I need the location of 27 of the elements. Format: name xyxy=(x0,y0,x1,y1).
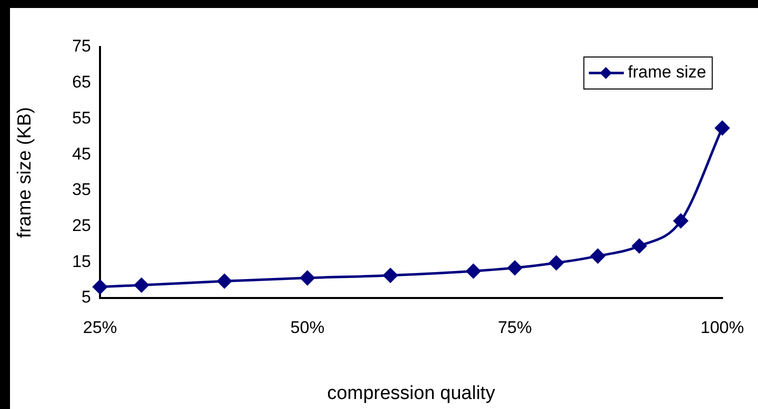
y-tick-label: 45 xyxy=(72,144,91,164)
point xyxy=(217,274,232,288)
y-tick-label: 25 xyxy=(72,216,91,235)
point xyxy=(632,238,647,254)
y-tick-label: 5 xyxy=(82,288,91,307)
y-tick-label: 55 xyxy=(72,108,91,128)
y-tick-label: 35 xyxy=(72,180,91,200)
x-tick-label: 100% xyxy=(700,318,744,337)
point xyxy=(383,268,398,283)
x-tick-label: 50% xyxy=(290,318,324,337)
point xyxy=(508,260,522,276)
x-tick-label: 75% xyxy=(498,318,532,337)
point xyxy=(92,280,108,294)
x-axis-title: compression quality xyxy=(327,382,496,404)
y-tick-label: 65 xyxy=(72,72,91,92)
x-tick-label: 25% xyxy=(82,318,118,337)
point xyxy=(590,248,606,264)
point xyxy=(715,120,730,136)
legend-label: frame size xyxy=(628,62,706,82)
point xyxy=(466,264,481,278)
point xyxy=(300,270,315,286)
point xyxy=(674,214,688,228)
point xyxy=(134,278,149,292)
y-tick-label: 15 xyxy=(72,252,91,271)
y-tick-label: 75 xyxy=(72,36,91,56)
point xyxy=(549,256,564,270)
y-axis-title: frame size (KB) xyxy=(14,107,36,238)
